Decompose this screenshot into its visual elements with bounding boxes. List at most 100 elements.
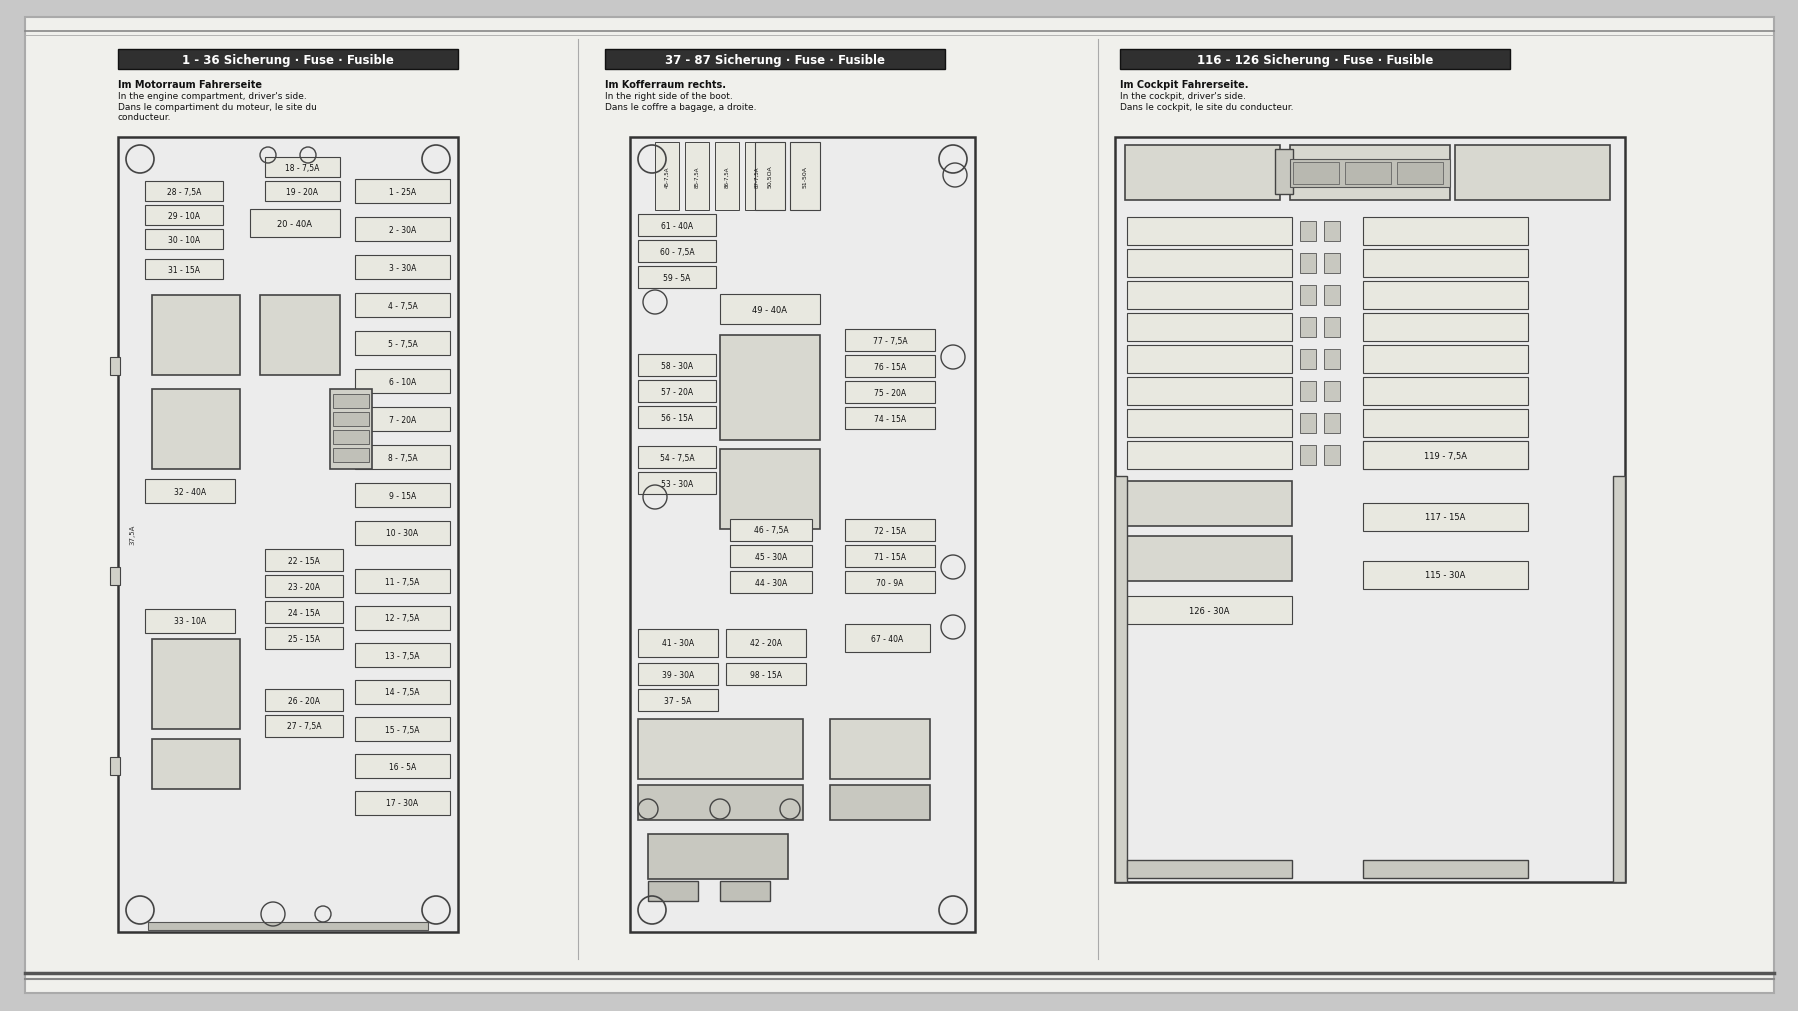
Bar	[151, 389, 239, 469]
Text: 126 - 30A: 126 - 30A	[1188, 606, 1230, 615]
Bar	[354, 522, 450, 546]
Text: 87-7,5A: 87-7,5A	[753, 166, 759, 188]
Bar	[845, 407, 935, 430]
Text: 31 - 15A: 31 - 15A	[167, 265, 200, 274]
Text: 44 - 30A: 44 - 30A	[755, 578, 788, 587]
Text: 49 - 40A: 49 - 40A	[752, 305, 788, 314]
Bar	[1363, 282, 1527, 309]
Bar	[264, 716, 343, 737]
Bar	[845, 571, 935, 593]
Bar	[333, 449, 369, 463]
Bar	[1124, 146, 1280, 201]
Bar	[354, 256, 450, 280]
Text: 45-7,5A: 45-7,5A	[663, 166, 669, 188]
Bar	[146, 182, 223, 202]
Text: 26 - 20A: 26 - 20A	[288, 696, 320, 705]
Text: In the cockpit, driver's side.: In the cockpit, driver's side.	[1120, 92, 1246, 101]
Bar	[1126, 346, 1291, 374]
Bar	[1363, 409, 1527, 438]
Text: 53 - 30A: 53 - 30A	[660, 479, 692, 488]
Text: 56 - 15A: 56 - 15A	[660, 413, 692, 422]
Bar	[845, 520, 935, 542]
Bar	[264, 575, 343, 598]
Text: 85-7,5A: 85-7,5A	[694, 166, 699, 188]
Bar	[1363, 378, 1527, 405]
Text: 50,5OA: 50,5OA	[768, 166, 771, 188]
Bar	[638, 447, 716, 468]
Text: conducteur.: conducteur.	[119, 113, 171, 122]
Bar	[719, 295, 820, 325]
Bar	[845, 625, 930, 652]
Text: 37 - 5A: 37 - 5A	[663, 696, 690, 705]
Bar	[1455, 146, 1609, 201]
Bar	[1126, 442, 1291, 469]
Text: In the engine compartment, driver's side.: In the engine compartment, driver's side…	[119, 92, 307, 101]
Bar	[1363, 561, 1527, 589]
Bar	[1300, 221, 1316, 242]
Text: 37 - 87 Sicherung · Fuse · Fusible: 37 - 87 Sicherung · Fuse · Fusible	[665, 54, 885, 67]
Bar	[1323, 413, 1340, 434]
Bar	[250, 210, 340, 238]
Text: 117 - 15A: 117 - 15A	[1424, 513, 1465, 522]
Bar	[261, 295, 340, 376]
Bar	[146, 610, 236, 633]
Text: 8 - 7,5A: 8 - 7,5A	[388, 453, 417, 462]
Bar	[119, 50, 458, 70]
Text: 61 - 40A: 61 - 40A	[660, 221, 692, 231]
Bar	[1293, 163, 1338, 185]
Text: In the right side of the boot.: In the right side of the boot.	[604, 92, 732, 101]
Text: 22 - 15A: 22 - 15A	[288, 556, 320, 565]
Bar	[1323, 446, 1340, 465]
Bar	[1300, 286, 1316, 305]
Bar	[845, 356, 935, 378]
Bar	[1115, 137, 1624, 883]
Bar	[845, 546, 935, 567]
Bar	[1275, 150, 1293, 195]
Bar	[146, 229, 223, 250]
Bar	[110, 757, 120, 775]
Bar	[1120, 50, 1509, 70]
Text: 14 - 7,5A: 14 - 7,5A	[385, 687, 419, 697]
Bar	[726, 630, 806, 657]
Bar	[638, 406, 716, 429]
Bar	[354, 680, 450, 705]
Text: 33 - 10A: 33 - 10A	[174, 617, 207, 626]
Text: 12 - 7,5A: 12 - 7,5A	[385, 614, 419, 623]
Text: 76 - 15A: 76 - 15A	[874, 362, 906, 371]
Bar	[1126, 860, 1291, 879]
Text: 4 - 7,5A: 4 - 7,5A	[387, 301, 417, 310]
Bar	[1363, 250, 1527, 278]
Text: 11 - 7,5A: 11 - 7,5A	[385, 577, 419, 586]
Bar	[354, 569, 450, 593]
Text: Dans le coffre a bagage, a droite.: Dans le coffre a bagage, a droite.	[604, 103, 757, 112]
Text: 13 - 7,5A: 13 - 7,5A	[385, 651, 419, 660]
Bar	[354, 607, 450, 631]
Bar	[333, 431, 369, 445]
Text: 17 - 30A: 17 - 30A	[387, 799, 419, 808]
Bar	[1300, 254, 1316, 274]
Bar	[1126, 481, 1291, 527]
Bar	[845, 381, 935, 403]
Bar	[629, 137, 975, 932]
Bar	[604, 50, 944, 70]
Bar	[1126, 409, 1291, 438]
Bar	[354, 483, 450, 508]
Text: 7 - 20A: 7 - 20A	[388, 416, 415, 424]
Bar	[1345, 163, 1390, 185]
Bar	[1289, 160, 1449, 188]
Bar	[264, 158, 340, 178]
Text: 42 - 20A: 42 - 20A	[750, 639, 782, 648]
Bar	[354, 217, 450, 242]
Bar	[719, 336, 820, 441]
Text: 54 - 7,5A: 54 - 7,5A	[660, 453, 694, 462]
Bar	[1126, 378, 1291, 405]
Text: 16 - 5A: 16 - 5A	[388, 761, 415, 770]
Bar	[354, 643, 450, 667]
Bar	[845, 330, 935, 352]
Bar	[1323, 254, 1340, 274]
Bar	[1363, 442, 1527, 469]
Bar	[1126, 250, 1291, 278]
Text: 32 - 40A: 32 - 40A	[174, 487, 207, 496]
Bar	[638, 786, 802, 820]
Bar	[1323, 350, 1340, 370]
